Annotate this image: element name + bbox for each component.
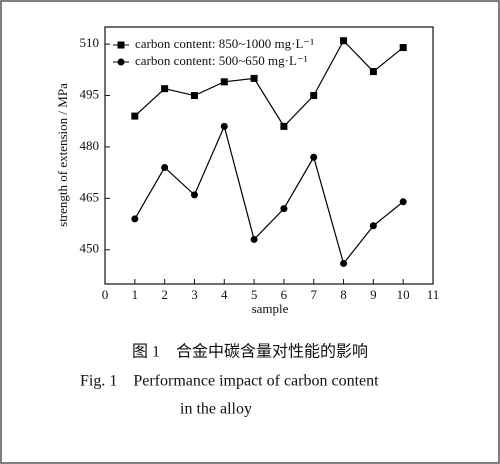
marker	[340, 259, 348, 267]
marker	[250, 235, 258, 243]
x-tick-label: 1	[132, 287, 139, 302]
marker	[131, 215, 139, 223]
marker	[131, 112, 139, 120]
y-tick-label: 510	[80, 35, 100, 50]
marker	[280, 122, 288, 130]
x-tick-label: 7	[310, 287, 317, 302]
marker	[220, 122, 228, 130]
y-tick-label: 495	[80, 87, 100, 102]
y-tick-label: 465	[80, 189, 100, 204]
y-tick-label: 480	[80, 138, 100, 153]
x-tick-label: 9	[370, 287, 377, 302]
caption-cn: 图 1 合金中碳含量对性能的影响	[132, 343, 368, 361]
legend-label: carbon content: 500~650 mg·L⁻¹	[135, 53, 308, 68]
marker	[369, 68, 377, 76]
x-tick-label: 2	[161, 287, 168, 302]
marker	[117, 41, 125, 49]
x-tick-label: 0	[102, 287, 109, 302]
marker	[310, 92, 318, 100]
marker	[161, 85, 169, 93]
y-tick-label: 450	[80, 241, 100, 256]
marker	[399, 198, 407, 206]
x-tick-label: 11	[427, 287, 440, 302]
marker	[117, 58, 125, 66]
marker	[340, 37, 348, 45]
y-axis-label: strength of extension / MPa	[55, 83, 70, 227]
marker	[369, 222, 377, 230]
marker	[399, 44, 407, 52]
x-tick-label: 5	[251, 287, 258, 302]
x-axis-label: sample	[252, 301, 289, 316]
marker	[310, 153, 318, 161]
marker	[250, 74, 258, 82]
x-tick-label: 4	[221, 287, 228, 302]
legend-label: carbon content: 850~1000 mg·L⁻¹	[135, 36, 314, 51]
x-tick-label: 6	[281, 287, 288, 302]
plot-frame	[104, 26, 434, 285]
x-tick-label: 8	[340, 287, 347, 302]
caption-en: in the alloy	[180, 401, 252, 418]
marker	[190, 92, 198, 100]
x-tick-label: 10	[397, 287, 410, 302]
marker	[190, 191, 198, 199]
marker	[161, 163, 169, 171]
marker	[220, 78, 228, 86]
x-tick-label: 3	[191, 287, 198, 302]
caption-en: Fig. 1 Performance impact of carbon cont…	[80, 373, 379, 390]
series-line	[134, 39, 404, 128]
series-line	[134, 124, 404, 265]
marker	[280, 205, 288, 213]
